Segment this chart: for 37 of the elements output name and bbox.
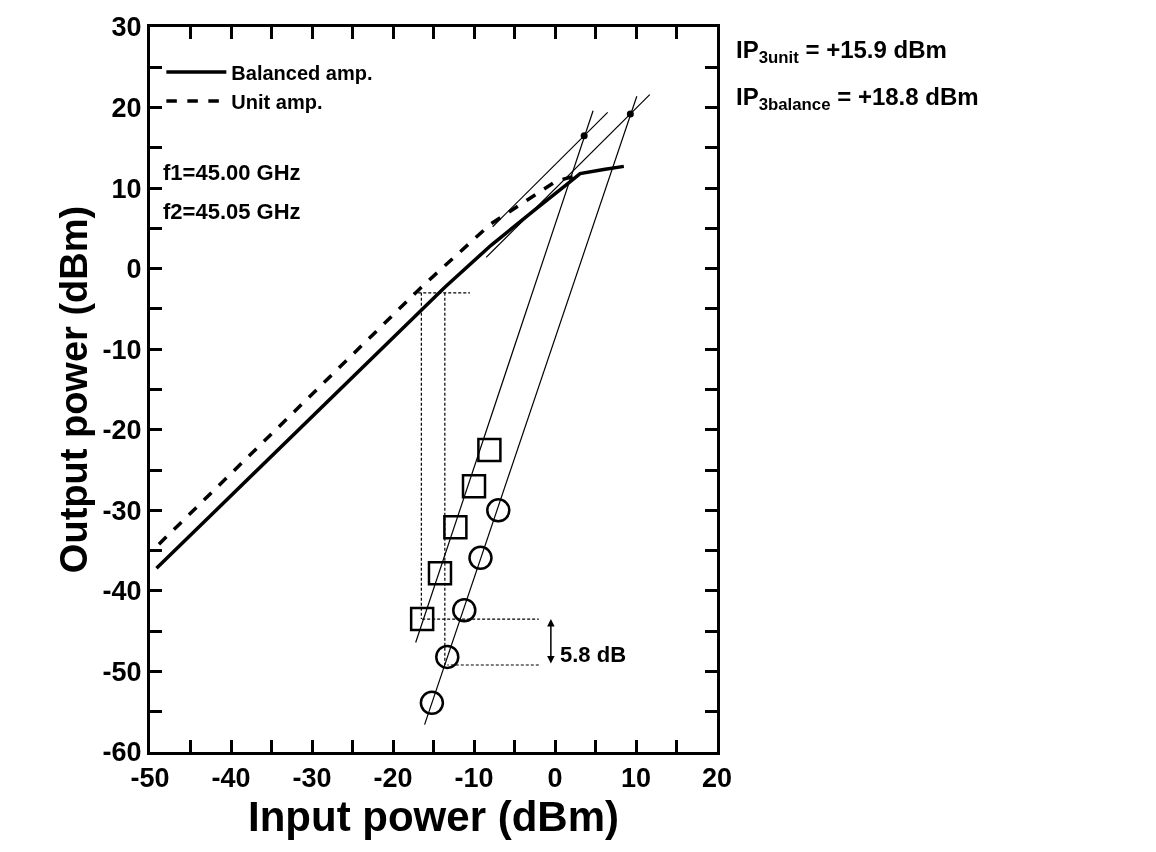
x-tick-label: -30 bbox=[292, 763, 332, 794]
text: IP$_{3balance}$ = +18.8 dBm bbox=[736, 83, 979, 115]
point bbox=[580, 132, 588, 140]
point bbox=[626, 110, 634, 118]
annotation: f1=45.00 GHz bbox=[163, 160, 301, 185]
annotation: f2=45.05 GHz bbox=[163, 199, 301, 224]
y-tick-label: 30 bbox=[111, 12, 142, 43]
point bbox=[477, 437, 502, 463]
x-tick-label: -40 bbox=[211, 763, 251, 794]
y-tick-label: 0 bbox=[126, 254, 142, 285]
point bbox=[409, 606, 435, 632]
text: IP$_{3unit}$ = +15.9 dBm bbox=[736, 36, 947, 68]
point bbox=[452, 597, 477, 623]
y-tick-label: 20 bbox=[111, 93, 142, 124]
x-tick-label: 10 bbox=[620, 763, 652, 794]
y-tick-label: -50 bbox=[102, 656, 142, 687]
y-tick-label: -20 bbox=[102, 415, 142, 446]
y-tick-label: -30 bbox=[102, 495, 142, 526]
x-tick-label: 0 bbox=[547, 763, 563, 794]
point bbox=[486, 498, 511, 523]
y-tick-label: 10 bbox=[111, 173, 142, 204]
y-tick-label: -40 bbox=[102, 576, 142, 607]
x-axis-title: Input power (dBm) bbox=[248, 793, 619, 841]
legend-label: Balanced amp. bbox=[231, 61, 373, 84]
point bbox=[427, 560, 453, 586]
point bbox=[419, 690, 445, 716]
y-axis-title: Output power (dBm) bbox=[52, 205, 95, 574]
point bbox=[435, 644, 460, 670]
annotation: 5.8 dB bbox=[560, 642, 627, 667]
point bbox=[461, 473, 487, 499]
x-tick-label: 20 bbox=[701, 763, 733, 794]
legend-label: Unit amp. bbox=[231, 90, 323, 113]
point bbox=[468, 545, 493, 571]
y-tick-label: -10 bbox=[102, 334, 142, 365]
x-tick-label: -10 bbox=[454, 763, 494, 794]
x-tick-label: -20 bbox=[373, 763, 413, 794]
point bbox=[443, 515, 468, 540]
